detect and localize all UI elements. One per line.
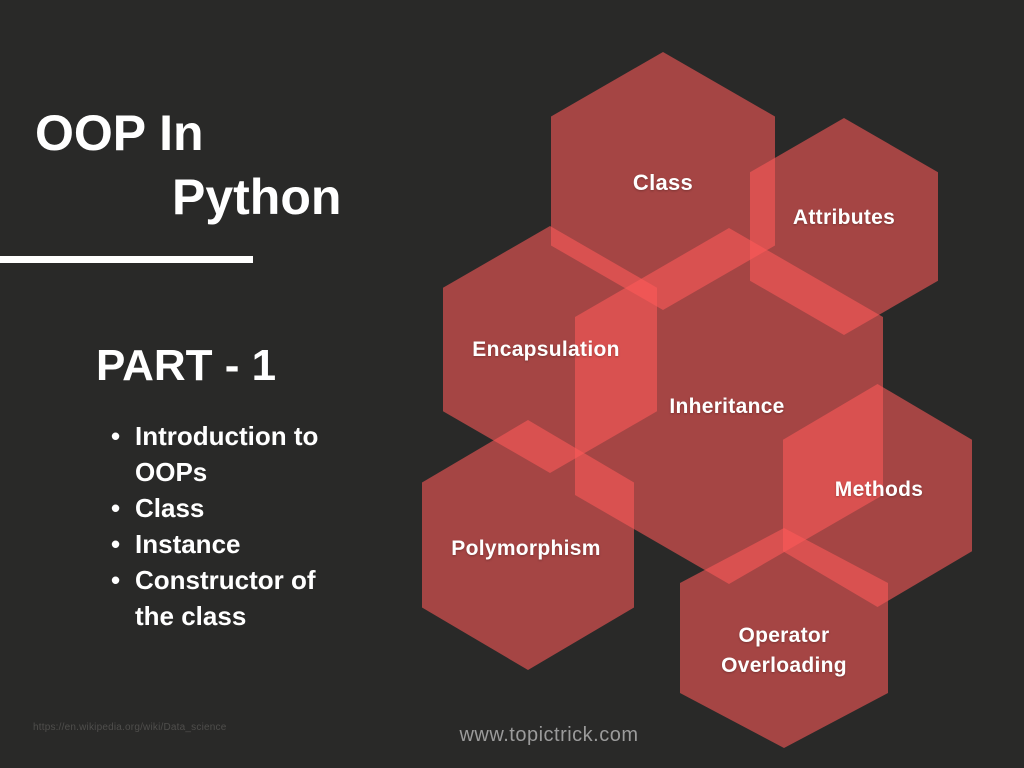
part-heading: PART - 1: [96, 341, 277, 390]
topic-list-item: Class: [111, 490, 353, 526]
hexagon-operator: [680, 528, 888, 748]
source-url: https://en.wikipedia.org/wiki/Data_scien…: [33, 722, 227, 733]
hexagon-label-inheritance: Inheritance: [669, 395, 785, 418]
hexagon-label-methods: Methods: [834, 478, 924, 501]
hexagon-label-operator-line1: Operator: [738, 624, 830, 647]
website-url: www.topictrick.com: [459, 724, 639, 746]
hexagon-label-encapsulation: Encapsulation: [472, 338, 620, 361]
topic-list: Introduction to OOPsClassInstanceConstru…: [111, 418, 353, 634]
hexagon-label-polymorphism: Polymorphism: [451, 537, 601, 560]
slide-title-line1: OOP In: [35, 105, 204, 161]
slide-title-line2: Python: [172, 169, 342, 225]
topic-list-item: Constructor of the class: [111, 562, 353, 634]
hexagon-label-operator: Operator Overloading: [721, 621, 847, 681]
title-underline: [0, 256, 253, 263]
hexagon-label-operator-line2: Overloading: [721, 654, 847, 677]
hexagon-label-attributes: Attributes: [792, 206, 896, 229]
topic-list-item: Introduction to OOPs: [111, 418, 353, 490]
hexagon-label-class: Class: [632, 170, 694, 195]
topic-list-item: Instance: [111, 526, 353, 562]
